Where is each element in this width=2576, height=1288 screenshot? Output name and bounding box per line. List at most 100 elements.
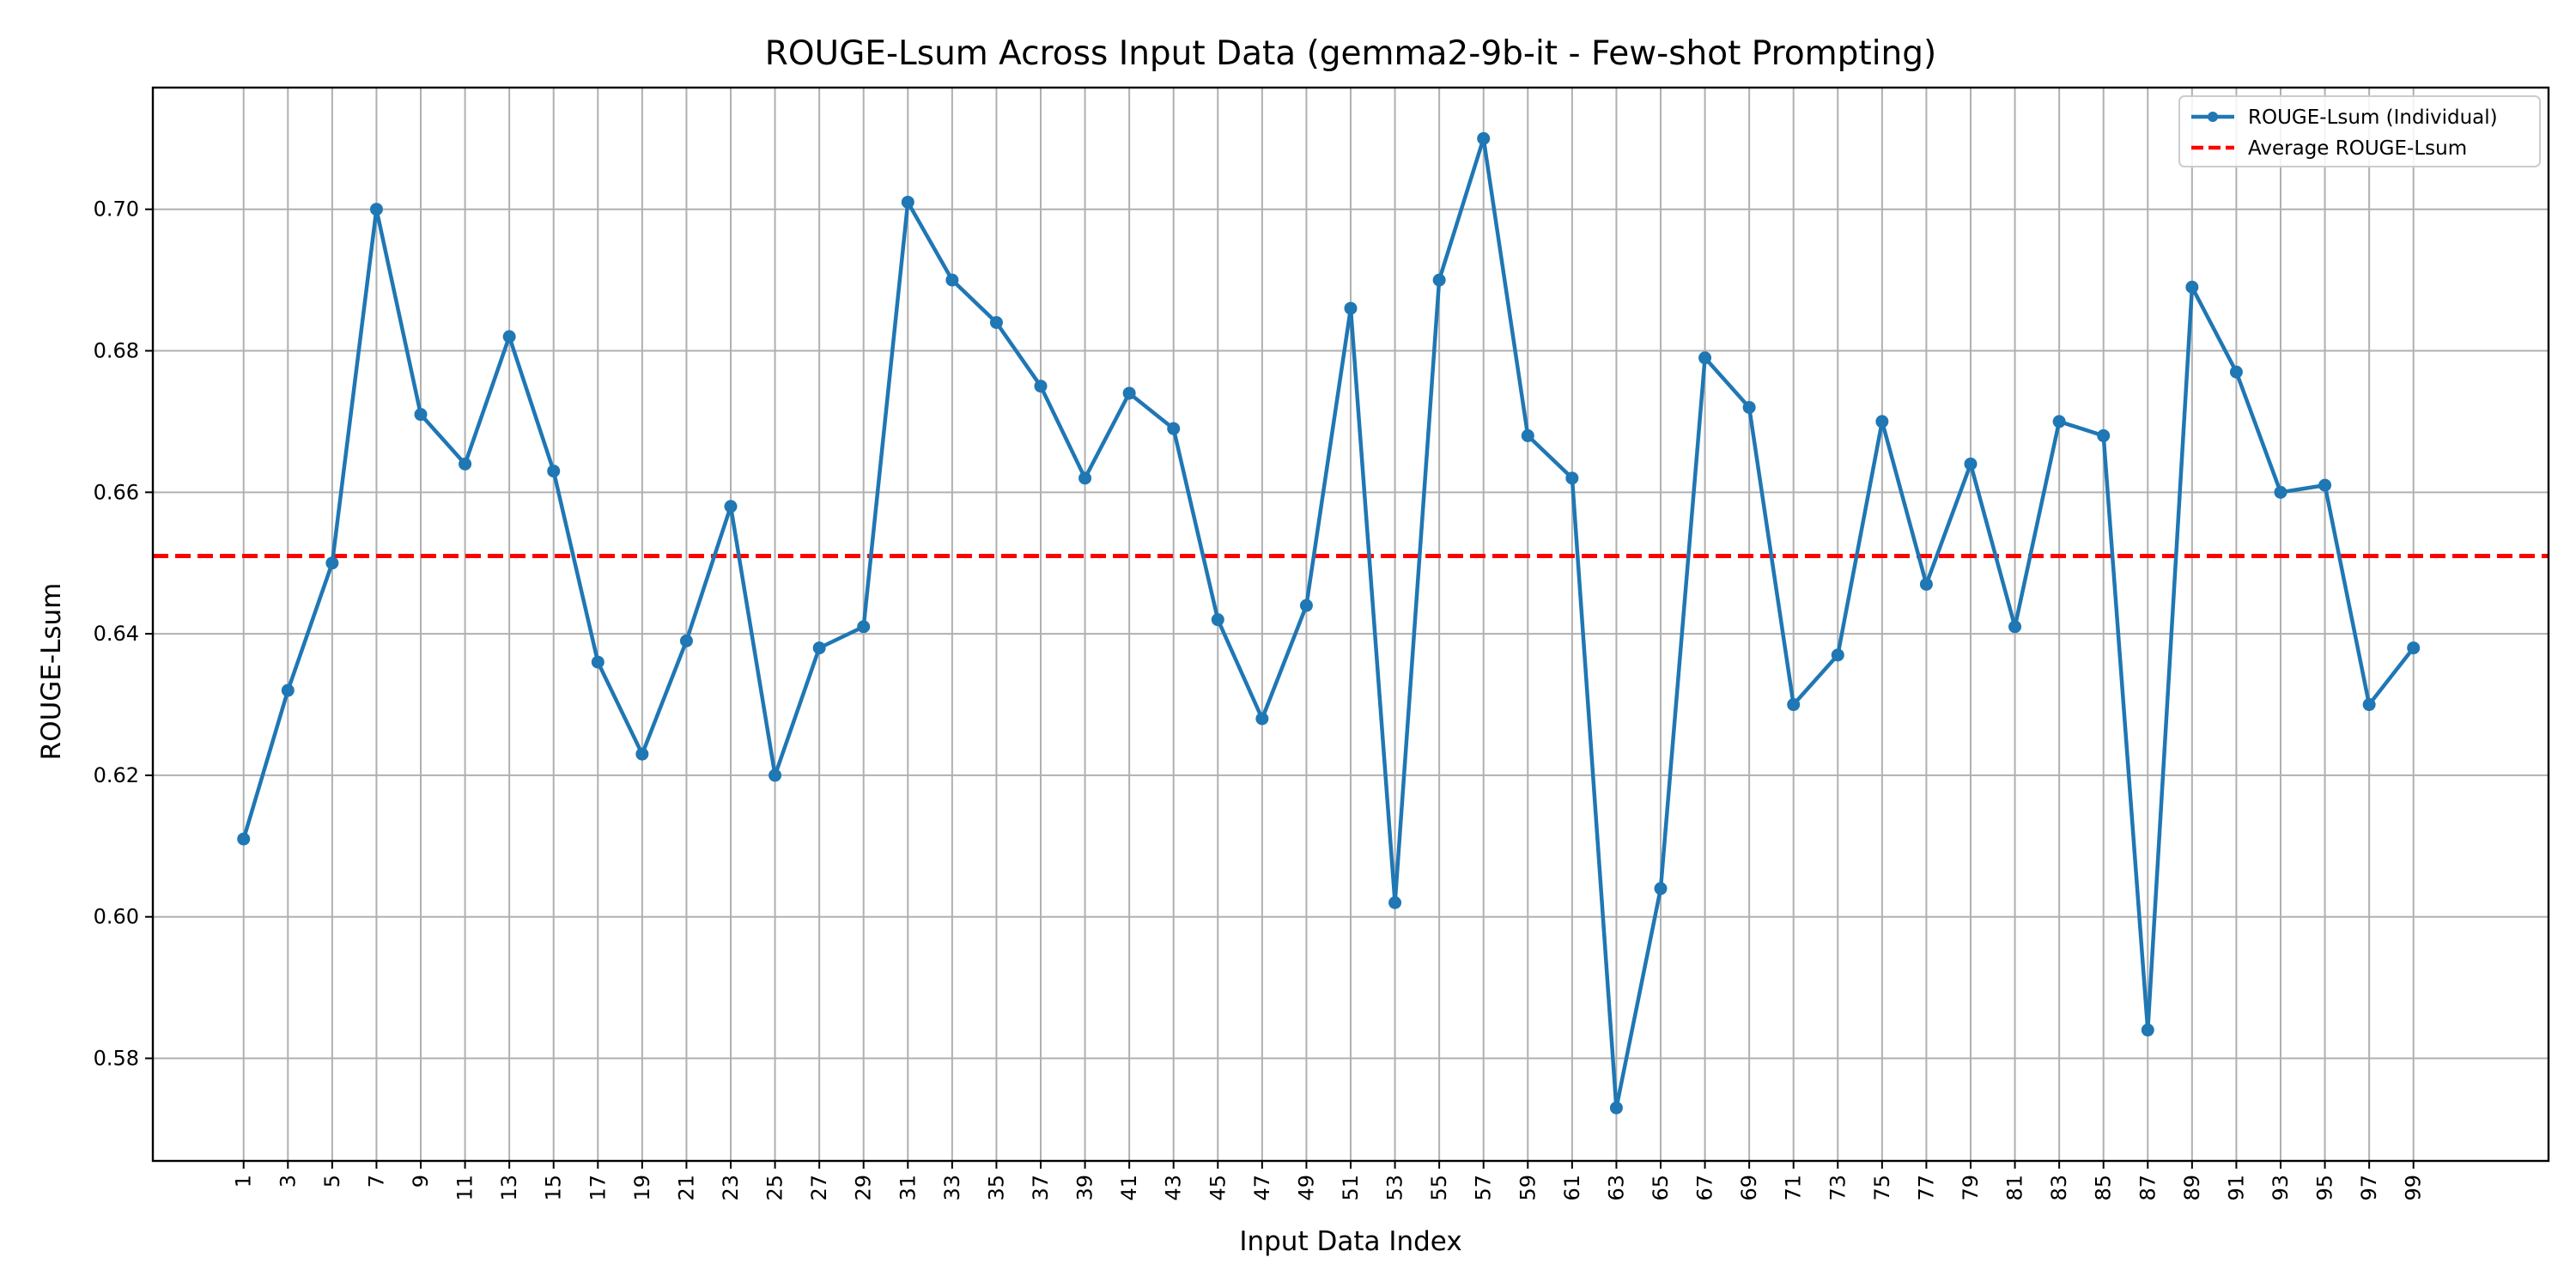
x-tick-label: 21 <box>674 1175 698 1201</box>
x-tick-label: 5 <box>320 1175 344 1188</box>
data-point <box>1609 1101 1623 1115</box>
x-tick-label: 27 <box>807 1175 831 1201</box>
x-tick-label: 97 <box>2357 1175 2381 1201</box>
data-point <box>459 457 472 471</box>
x-tick-label: 3 <box>276 1175 300 1188</box>
data-point <box>1654 882 1668 896</box>
x-tick-label: 83 <box>2047 1175 2071 1201</box>
x-tick-label: 45 <box>1206 1175 1230 1201</box>
data-point <box>2052 415 2066 428</box>
x-tick-label: 53 <box>1383 1175 1407 1201</box>
x-tick-label: 79 <box>1959 1175 1983 1201</box>
data-point <box>414 408 428 422</box>
x-tick-label: 37 <box>1029 1175 1053 1201</box>
data-point <box>1521 428 1534 442</box>
x-tick-label: 71 <box>1782 1175 1806 1201</box>
data-point <box>1255 712 1269 726</box>
grid-lines <box>153 88 2549 1161</box>
data-point <box>724 500 738 513</box>
x-tick-label: 93 <box>2269 1175 2293 1201</box>
x-tick-label: 43 <box>1162 1175 1186 1201</box>
legend-box <box>2178 95 2541 167</box>
data-point <box>1299 598 1313 612</box>
legend-series-marker-swatch <box>2208 112 2218 122</box>
x-tick-label: 57 <box>1472 1175 1496 1201</box>
data-point <box>1964 457 1978 471</box>
data-point <box>1388 896 1402 909</box>
data-point <box>2318 478 2332 492</box>
x-tick-label: 73 <box>1826 1175 1850 1201</box>
data-point <box>989 316 1003 330</box>
y-tick-label: 0.58 <box>94 1047 139 1071</box>
y-tick-label: 0.60 <box>94 905 139 929</box>
axis-ticks: 1 3 5 7 9 11 13 15 17 19 21 23 25 27 29 31 33 35 37 39 41 43 4… <box>94 197 2426 1201</box>
x-tick-label: 77 <box>1914 1175 1938 1201</box>
data-point <box>769 769 782 782</box>
data-point <box>1831 648 1844 662</box>
data-point <box>2141 1024 2154 1037</box>
x-tick-label: 47 <box>1250 1175 1274 1201</box>
x-tick-label: 87 <box>2136 1175 2160 1201</box>
data-point <box>369 203 383 216</box>
data-point <box>679 634 693 647</box>
x-tick-label: 39 <box>1073 1175 1097 1201</box>
data-point <box>1565 471 1579 485</box>
data-point <box>2185 280 2199 294</box>
data-point <box>1344 301 1358 315</box>
x-tick-label: 41 <box>1117 1175 1141 1201</box>
y-tick-label: 0.70 <box>94 197 139 222</box>
x-tick-label: 63 <box>1604 1175 1628 1201</box>
data-point <box>1742 400 1756 414</box>
data-point <box>945 273 959 287</box>
x-tick-label: 7 <box>364 1175 388 1188</box>
y-tick-label: 0.64 <box>94 622 139 646</box>
data-point <box>237 832 251 846</box>
x-tick-label: 85 <box>2092 1175 2116 1201</box>
x-tick-label: 31 <box>896 1175 920 1201</box>
x-tick-label: 33 <box>940 1175 964 1201</box>
x-tick-label: 17 <box>586 1175 610 1201</box>
x-tick-label: 59 <box>1516 1175 1540 1201</box>
series-line <box>241 137 2415 1110</box>
y-axis-label: ROUGE-Lsum <box>36 583 67 761</box>
x-axis-label: Input Data Index <box>1239 1226 1461 1257</box>
data-point <box>857 620 871 634</box>
x-tick-label: 69 <box>1737 1175 1761 1201</box>
legend-average-label: Average ROUGE-Lsum <box>2248 137 2467 160</box>
data-point <box>901 195 914 209</box>
data-point <box>635 747 649 761</box>
data-point <box>1698 351 1712 365</box>
series-layer <box>237 131 2421 1115</box>
x-tick-label: 67 <box>1693 1175 1717 1201</box>
data-point <box>502 330 516 343</box>
x-tick-label: 19 <box>630 1175 654 1201</box>
x-tick-label: 1 <box>232 1175 256 1188</box>
x-tick-label: 55 <box>1427 1175 1451 1201</box>
y-tick-label: 0.62 <box>94 763 139 787</box>
data-point <box>1919 577 1933 591</box>
data-point <box>281 683 295 697</box>
x-tick-label: 61 <box>1560 1175 1584 1201</box>
x-tick-label: 11 <box>453 1175 477 1201</box>
x-tick-label: 25 <box>763 1175 787 1201</box>
data-point <box>1432 273 1446 287</box>
x-tick-label: 51 <box>1339 1175 1363 1201</box>
data-point <box>1167 422 1181 435</box>
data-point <box>2229 365 2243 379</box>
chart-title: ROUGE-Lsum Across Input Data (gemma2-9b-… <box>765 34 1937 73</box>
x-tick-label: 29 <box>852 1175 876 1201</box>
y-tick-label: 0.66 <box>94 480 139 504</box>
data-point <box>591 655 605 669</box>
data-point <box>1875 415 1889 428</box>
x-tick-label: 95 <box>2313 1175 2337 1201</box>
data-point <box>2407 641 2421 655</box>
data-point <box>2097 428 2111 442</box>
legend: ROUGE-Lsum (Individual) Average ROUGE-Ls… <box>2178 95 2541 167</box>
x-tick-label: 75 <box>1870 1175 1894 1201</box>
x-tick-label: 35 <box>984 1175 1008 1201</box>
x-tick-label: 23 <box>719 1175 743 1201</box>
data-point <box>547 465 561 478</box>
data-point <box>1078 471 1092 485</box>
x-tick-label: 15 <box>542 1175 566 1201</box>
